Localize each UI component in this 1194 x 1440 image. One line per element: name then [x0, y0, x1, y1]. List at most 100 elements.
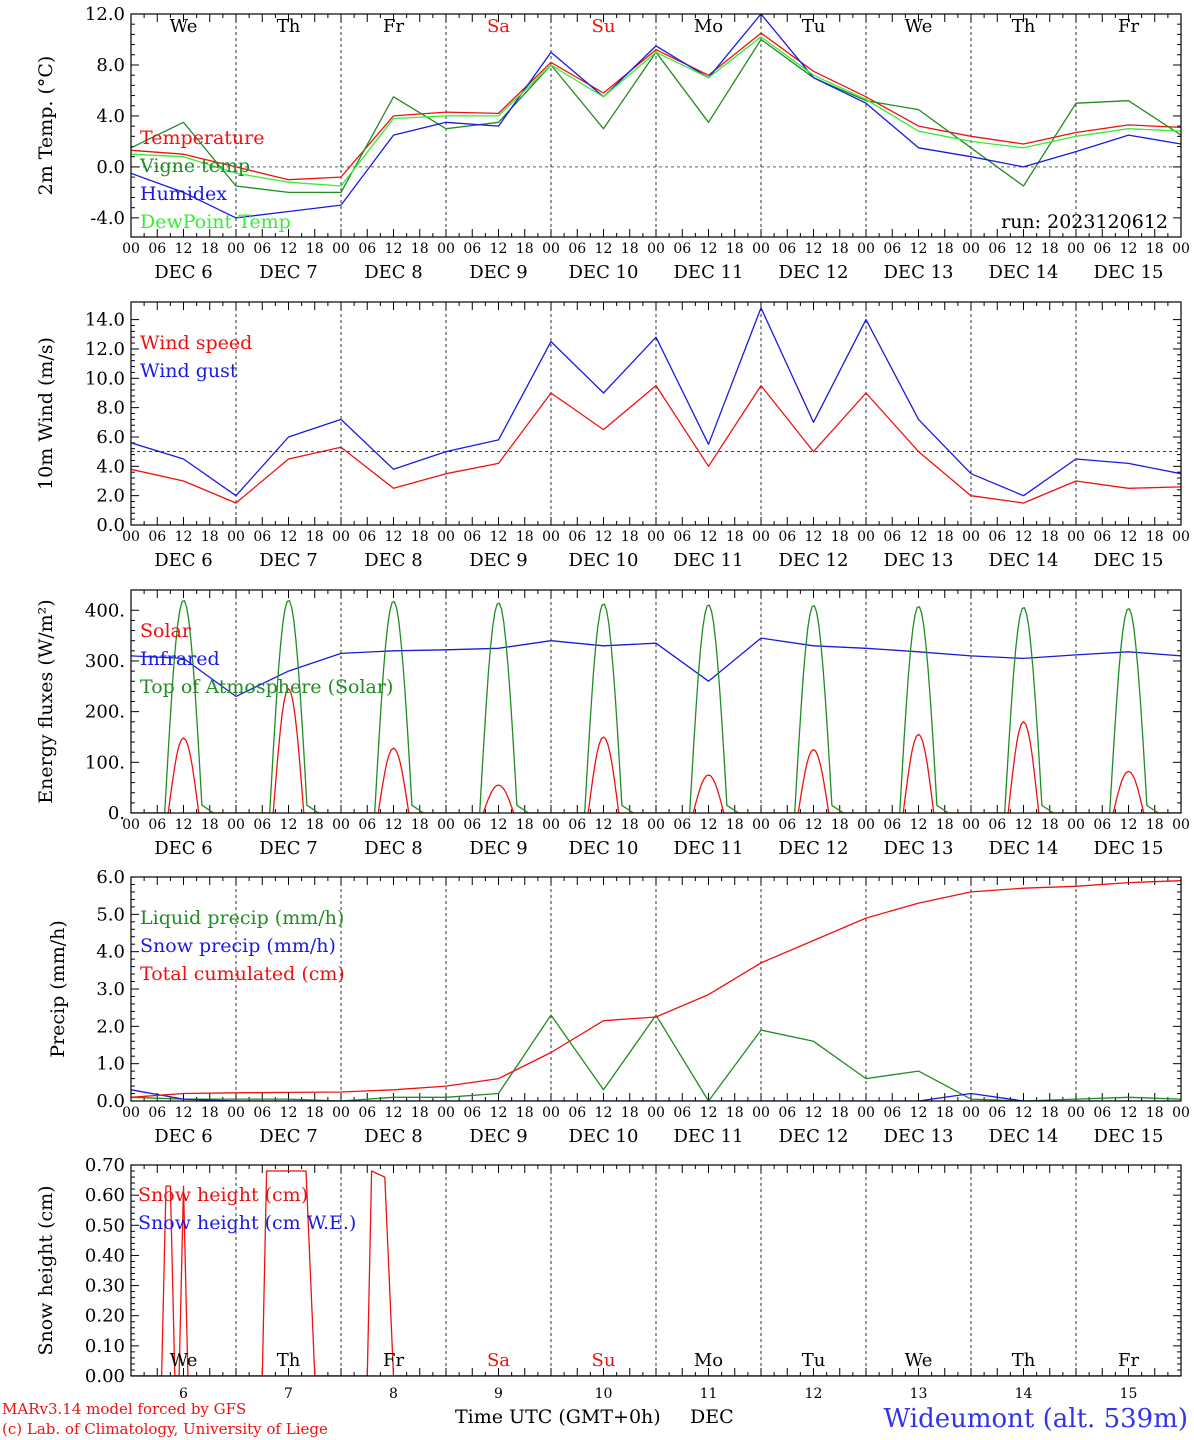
hour-tick-label: 18	[306, 241, 324, 257]
weekday-label: Mo	[694, 16, 723, 37]
hour-tick-label: 06	[463, 817, 481, 833]
series-line-snow-precip-mm-h-	[131, 1089, 1181, 1101]
hour-tick-label: 06	[988, 529, 1006, 545]
hour-tick-label: 00	[227, 529, 245, 545]
y-tick-label: 4.0	[96, 456, 125, 477]
date-label: DEC 6	[154, 1126, 213, 1147]
date-label: DEC 15	[1094, 838, 1164, 859]
hour-tick-label: 06	[673, 241, 691, 257]
hour-tick-label: 06	[883, 817, 901, 833]
date-label: DEC 15	[1094, 262, 1164, 283]
hour-tick-label: 00	[962, 1105, 980, 1121]
legend-entry: Total cumulated (cm)	[140, 963, 345, 985]
weekday-label: Tu	[802, 16, 826, 37]
hour-tick-label: 12	[805, 817, 823, 833]
legend-entry: Wind gust	[140, 360, 238, 382]
date-label: DEC 11	[674, 262, 744, 283]
hour-tick-label: 00	[1172, 1105, 1190, 1121]
hour-tick-label: 18	[1041, 529, 1059, 545]
y-tick-label: 0.30	[85, 1276, 125, 1297]
day-number-label: 15	[1120, 1386, 1138, 1402]
hour-tick-label: 06	[883, 529, 901, 545]
y-tick-label: 3.0	[96, 979, 125, 1000]
date-label: DEC 8	[364, 550, 423, 571]
weekday-label: Th	[1012, 16, 1036, 37]
hour-tick-label: 06	[778, 1105, 796, 1121]
date-label: DEC 10	[569, 838, 639, 859]
day-number-label: 8	[389, 1386, 398, 1402]
hour-tick-label: 00	[647, 241, 665, 257]
plot-frame	[130, 13, 1182, 238]
hour-tick-label: 12	[175, 529, 193, 545]
hour-tick-label: 00	[962, 817, 980, 833]
legend-entry: DewPoint Temp	[140, 211, 291, 233]
y-tick-label: 0.40	[85, 1245, 125, 1266]
weekday-label: We	[905, 1350, 933, 1371]
date-label: DEC 13	[884, 262, 954, 283]
panel-4: 0.0 1.0 2.0 3.0 4.0 5.0 6.0 Precip (mm/h) Liquid…	[47, 867, 1190, 1147]
y-tick-label: 8.0	[96, 398, 125, 419]
hour-tick-label: 12	[385, 817, 403, 833]
plot-frame	[130, 589, 1182, 814]
hour-tick-label: 00	[1172, 241, 1190, 257]
panel-1: -4.0 0.0 4.0 8.0 12.0 2m Temp. (°C) Temperatur…	[35, 4, 1190, 283]
hour-tick-label: 12	[805, 241, 823, 257]
hour-tick-label: 18	[1041, 817, 1059, 833]
hour-tick-label: 00	[752, 241, 770, 257]
hour-tick-label: 12	[280, 1105, 298, 1121]
date-label: DEC 8	[364, 838, 423, 859]
hour-tick-label: 00	[1172, 529, 1190, 545]
y-tick-label: 2.0	[96, 1016, 125, 1037]
hour-tick-label: 06	[883, 1105, 901, 1121]
date-label: DEC 9	[469, 262, 528, 283]
y-tick-label: -4.0	[90, 208, 125, 229]
weekday-label: Fr	[1118, 16, 1139, 37]
date-label: DEC 7	[259, 262, 318, 283]
hour-tick-label: 00	[227, 241, 245, 257]
hour-tick-label: 06	[988, 241, 1006, 257]
hour-tick-label: 06	[778, 529, 796, 545]
y-tick-label: 0.10	[85, 1336, 125, 1357]
weekday-label: Fr	[1118, 1350, 1139, 1371]
y-tick-label: 12.0	[85, 339, 125, 360]
date-label: DEC 12	[779, 838, 849, 859]
date-label: DEC 14	[989, 1126, 1059, 1147]
y-tick-label: 0.0	[96, 157, 125, 178]
date-label: DEC 11	[674, 838, 744, 859]
weekday-label: Th	[277, 16, 301, 37]
hour-tick-label: 12	[280, 529, 298, 545]
weekday-label: Th	[1012, 1350, 1036, 1371]
date-label: DEC 6	[154, 262, 213, 283]
series-line-solar	[131, 688, 1181, 813]
hour-tick-label: 18	[411, 529, 429, 545]
plot-frame	[130, 301, 1182, 526]
date-label: DEC 13	[884, 1126, 954, 1147]
hour-tick-label: 18	[1041, 1105, 1059, 1121]
hour-tick-label: 06	[568, 241, 586, 257]
date-label: DEC 10	[569, 262, 639, 283]
y-axis-title: Precip (mm/h)	[47, 920, 69, 1058]
hour-tick-label: 06	[463, 241, 481, 257]
hour-tick-label: 00	[542, 241, 560, 257]
date-label: DEC 7	[259, 838, 318, 859]
weekday-label: Mo	[694, 1350, 723, 1371]
date-label: DEC 10	[569, 550, 639, 571]
date-label: DEC 6	[154, 838, 213, 859]
y-tick-label: 100.	[85, 752, 125, 773]
date-label: DEC 6	[154, 550, 213, 571]
hour-tick-label: 18	[831, 1105, 849, 1121]
day-number-label: 10	[595, 1386, 613, 1402]
hour-tick-label: 00	[437, 817, 455, 833]
day-number-label: 11	[700, 1386, 718, 1402]
series-line-top-of-atmosphere-solar-	[131, 600, 1181, 813]
date-label: DEC 9	[469, 838, 528, 859]
hour-tick-label: 06	[1093, 241, 1111, 257]
hour-tick-label: 18	[201, 241, 219, 257]
y-tick-label: 5.0	[96, 904, 125, 925]
series-line-dewpoint-temp	[131, 36, 1181, 187]
hour-tick-label: 06	[1093, 817, 1111, 833]
hour-tick-label: 18	[831, 817, 849, 833]
hour-tick-label: 00	[1067, 1105, 1085, 1121]
hour-tick-label: 00	[647, 1105, 665, 1121]
hour-tick-label: 06	[253, 241, 271, 257]
